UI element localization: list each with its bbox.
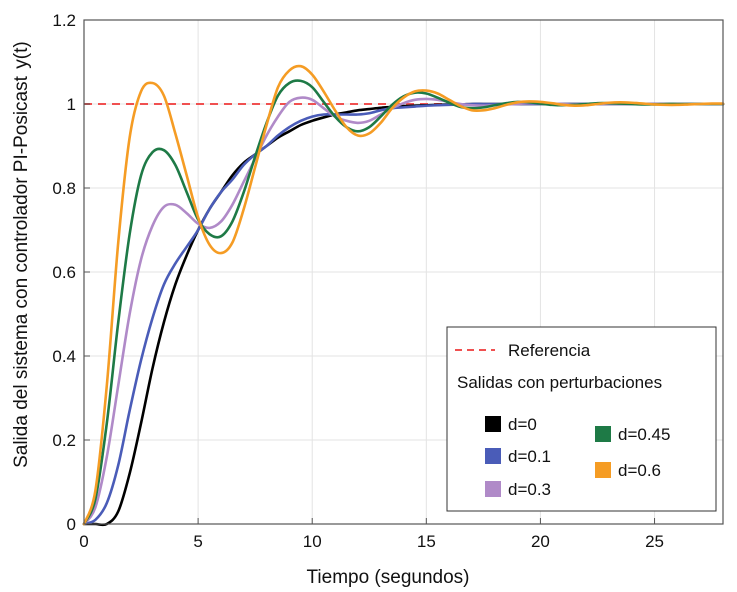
y-tick-label: 0 — [67, 515, 76, 534]
x-tick-label: 15 — [417, 532, 436, 551]
x-tick-label: 0 — [79, 532, 88, 551]
y-tick-label: 0.2 — [52, 431, 76, 450]
legend: Referencia Salidas con perturbaciones d=… — [446, 326, 717, 512]
x-axis-title: Tiempo (segundos) — [307, 567, 470, 588]
series-layer — [82, 64, 725, 527]
x-tick-label: 25 — [645, 532, 664, 551]
legend-swatch — [595, 426, 611, 442]
y-tick-label: 0.8 — [52, 179, 76, 198]
legend-reference-label: Referencia — [508, 341, 591, 360]
legend-swatch — [595, 462, 611, 478]
y-tick-label: 1.2 — [52, 11, 76, 30]
legend-swatch — [485, 416, 501, 432]
x-tick-label: 5 — [193, 532, 202, 551]
series-line-d-0-6 — [82, 64, 725, 526]
legend-label: d=0.6 — [618, 461, 661, 480]
y-tick-label: 1 — [67, 95, 76, 114]
legend-label: d=0 — [508, 415, 537, 434]
y-axis-symbol: y(t) — [11, 41, 32, 68]
legend-label: d=0.1 — [508, 447, 551, 466]
legend-label: d=0.3 — [508, 480, 551, 499]
y-tick-label: 0.6 — [52, 263, 76, 282]
legend-label: d=0.45 — [618, 425, 670, 444]
y-tick-label: 0.4 — [52, 347, 76, 366]
legend-entries: d=0 d=0.1 d=0.3 d=0.45 d=0.6 — [485, 415, 670, 499]
legend-swatch — [485, 448, 501, 464]
x-tick-label: 20 — [531, 532, 550, 551]
ticks: 0 5 10 15 20 25 0 0.2 0.4 0.6 0.8 1 1.2 — [52, 11, 664, 551]
y-axis-title: Salida del sistema con controlador PI-Po… — [11, 75, 32, 468]
x-tick-label: 10 — [303, 532, 322, 551]
legend-swatch — [485, 481, 501, 497]
legend-group-title: Salidas con perturbaciones — [457, 373, 662, 392]
